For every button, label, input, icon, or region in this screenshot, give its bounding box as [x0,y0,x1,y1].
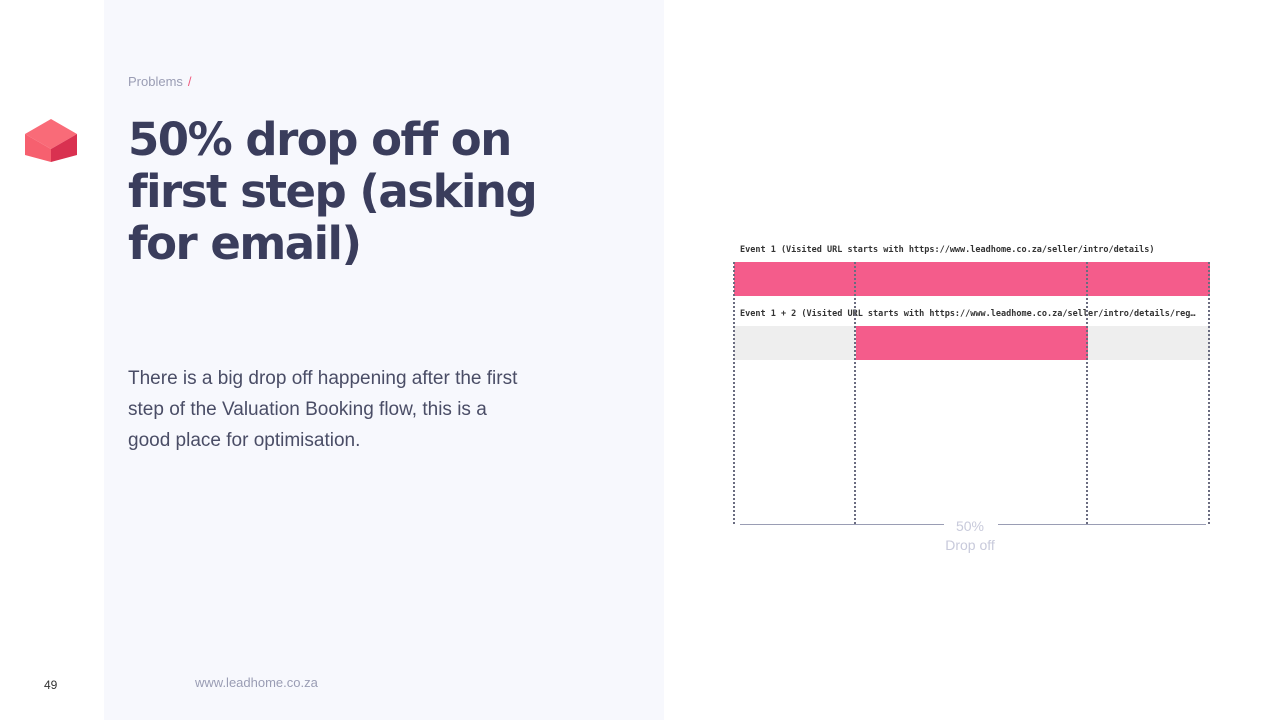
slide-body-text: There is a big drop off happening after … [128,368,518,451]
breadcrumb-separator: / [187,74,192,89]
guide-line [1086,262,1088,524]
event1-label: Event 1 (Visited URL starts with https:/… [740,245,1155,255]
event1-bar [734,262,1210,296]
breadcrumb: Problems / [128,74,192,89]
leadhome-logo-icon [25,119,77,162]
footer-url: www.leadhome.co.za [195,675,318,690]
guide-line [1208,262,1210,524]
guide-line [733,262,735,524]
event2-bar [856,326,1088,360]
event2-label: Event 1 + 2 (Visited URL starts with htt… [740,309,1196,319]
drop-off-percent: 50% [955,518,985,534]
funnel-graphic: Event 1 (Visited URL starts with https:/… [728,238,1218,568]
breadcrumb-section: Problems [128,74,183,89]
page-number: 49 [44,678,58,692]
content-panel [104,0,664,720]
slide-title: 50% drop off on first step (asking for e… [128,113,538,270]
baseline-left [740,524,944,525]
drop-off-label: Drop off [945,537,995,553]
baseline-right [998,524,1206,525]
guide-line [854,262,856,524]
